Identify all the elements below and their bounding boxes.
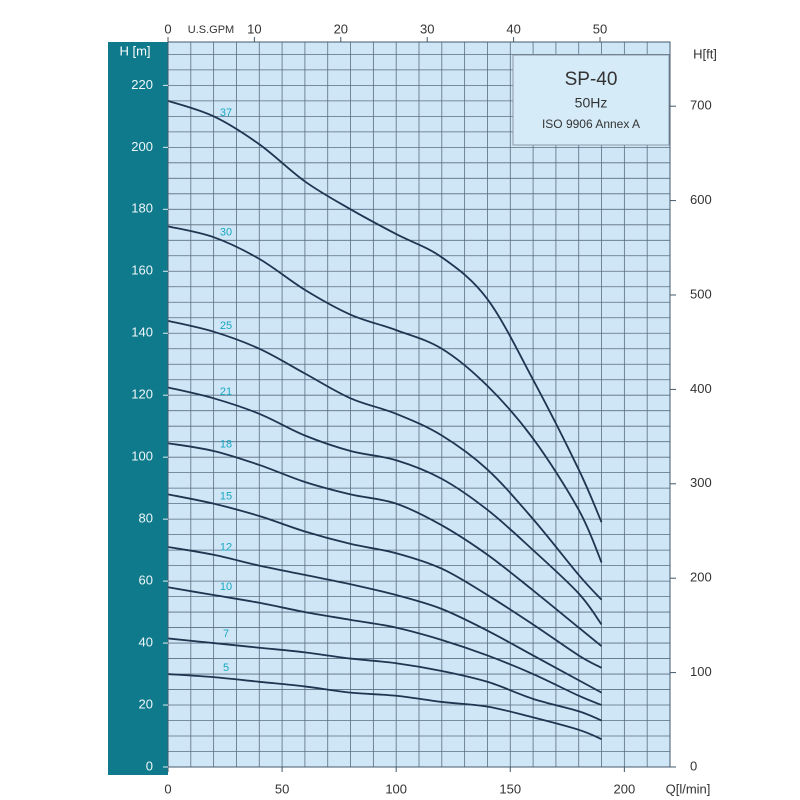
y-tick-label: 60 (139, 573, 153, 588)
x-tick-label: 50 (275, 781, 289, 796)
pump-curve (167, 546, 602, 694)
curve-label: 21 (220, 386, 232, 398)
pump-curve (167, 586, 602, 706)
x-tick-label: 150 (499, 781, 521, 796)
y2-tick-label: 500 (690, 286, 712, 301)
curve-label: 5 (223, 662, 229, 674)
curve-label: 10 (220, 581, 232, 593)
curve-label: 30 (220, 227, 232, 239)
y-tick-label: 140 (131, 325, 153, 340)
y-tick-label: 20 (139, 696, 153, 711)
x-tick-label: 100 (385, 781, 407, 796)
plot-frame (167, 41, 671, 768)
y2-tick-label: 100 (690, 664, 712, 679)
curve-label: 37 (220, 107, 232, 119)
pump-curve (167, 100, 603, 523)
y2-tick-label: 0 (690, 758, 697, 773)
x2-tick-label: 30 (420, 21, 434, 36)
y-tick-label: 40 (139, 635, 153, 650)
y-tick-label: 160 (131, 263, 153, 278)
y-tick-label: 0 (146, 758, 153, 773)
pump-curve (167, 673, 602, 740)
curve-label: 7 (223, 628, 229, 640)
x2-tick-label: 20 (334, 21, 348, 36)
curve-label: 15 (220, 491, 232, 503)
curves: 37 30 25 21 18 15 12 10 7 5 (167, 100, 603, 740)
pump-curve (167, 442, 603, 647)
x2-tick-label: 40 (506, 21, 520, 36)
frequency: 50Hz (575, 95, 608, 111)
y2-tick-label: 300 (690, 475, 712, 490)
y-tick-label: 220 (131, 77, 153, 92)
y2-tick-label: 400 (690, 381, 712, 396)
y-tick-label: 80 (139, 511, 153, 526)
x2-tick-label: 0 (164, 21, 171, 36)
curve-label: 25 (220, 320, 232, 332)
standard: ISO 9906 Annex A (542, 117, 640, 131)
axis-band (108, 42, 168, 775)
x2-tick-label: 50 (593, 21, 607, 36)
y2-tick-label: 200 (690, 570, 712, 585)
pump-curve (167, 225, 603, 563)
x-axis-label: Q[l/min] (666, 781, 711, 796)
y2-tick-label: 600 (690, 192, 712, 207)
y-axis-label: H [m] (119, 43, 150, 58)
y2-axis-label: H[ft] (693, 46, 717, 61)
curve-label: 18 (220, 438, 232, 450)
x-tick-label: 0 (164, 781, 171, 796)
y-tick-label: 200 (131, 139, 153, 154)
pump-curve (167, 319, 603, 601)
x2-tick-label: 10 (247, 21, 261, 36)
x2-axis-label: U.S.GPM (188, 24, 234, 36)
pump-curve (167, 386, 603, 626)
y-tick-label: 180 (131, 201, 153, 216)
grid (168, 42, 670, 767)
y-tick-label: 100 (131, 449, 153, 464)
y-tick-label: 120 (131, 387, 153, 402)
y2-tick-label: 700 (690, 98, 712, 113)
curve-label: 12 (220, 541, 232, 553)
pump-curve (167, 637, 602, 722)
info-box (512, 54, 670, 146)
x-tick-label: 200 (614, 781, 636, 796)
pump-curve (167, 493, 602, 669)
model-name: SP-40 (565, 69, 618, 90)
